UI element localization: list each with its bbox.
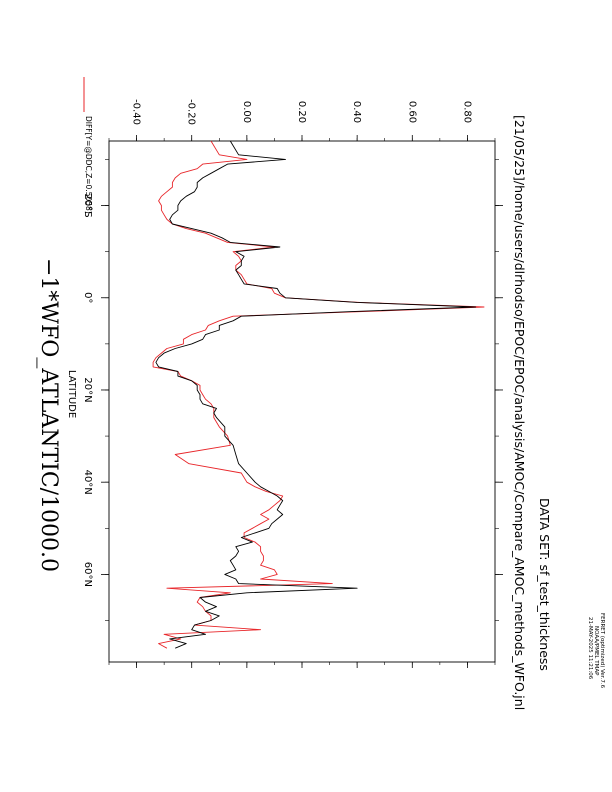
- main-title: −1*WFO_ATLANTIC/1000.0: [36, 258, 61, 572]
- value-tick-label: -0.40: [131, 99, 142, 125]
- noaa-pmel-text: NOAA/PMEL TMAP: [593, 626, 599, 676]
- x-axis-label: LATITUDE: [66, 370, 77, 418]
- value-tick-label: 0.80: [461, 101, 472, 123]
- lat-tick-label: 0°: [82, 292, 93, 303]
- journal-path-text: [21/05/25]/home/users/dlrhodso/EPOC/EPOC…: [512, 115, 527, 710]
- legend: DIFF[Y=@DDC,Z=0.5058]: [83, 77, 93, 214]
- timestamp-text: 21-MAY-2025 11:21:06: [587, 617, 593, 680]
- data-series: [152, 140, 485, 649]
- header-group: FERRET (optimized) Ver.7.6 NOAA/PMEL TMA…: [512, 115, 605, 710]
- value-tick-label: 0.40: [351, 101, 362, 123]
- series-black-line: [155, 140, 477, 649]
- lat-tick-label: 20°N: [82, 377, 93, 402]
- lat-tick-label: 40°N: [82, 470, 93, 495]
- value-tick-label: 0.60: [406, 101, 417, 123]
- value-tick-label: -0.20: [186, 99, 197, 125]
- program-version-text: FERRET (optimized) Ver.7.6: [599, 613, 605, 689]
- value-tick-label: 0.20: [296, 101, 307, 123]
- lat-tick-label: 60°N: [82, 562, 93, 587]
- lat-tick-label: 20°S: [82, 194, 93, 218]
- axis-ticks: -0.40 -0.20 0.00 0.20 0.40 0.60 0.80 20°S 0° 20°N…: [82, 99, 503, 668]
- dataset-text: DATA SET: sf_test_thickness: [537, 498, 552, 671]
- value-tick-label: 0.00: [241, 101, 252, 123]
- series-red-line: [152, 140, 485, 649]
- legend-label: DIFF[Y=@DDC,Z=0.5058]: [84, 116, 93, 214]
